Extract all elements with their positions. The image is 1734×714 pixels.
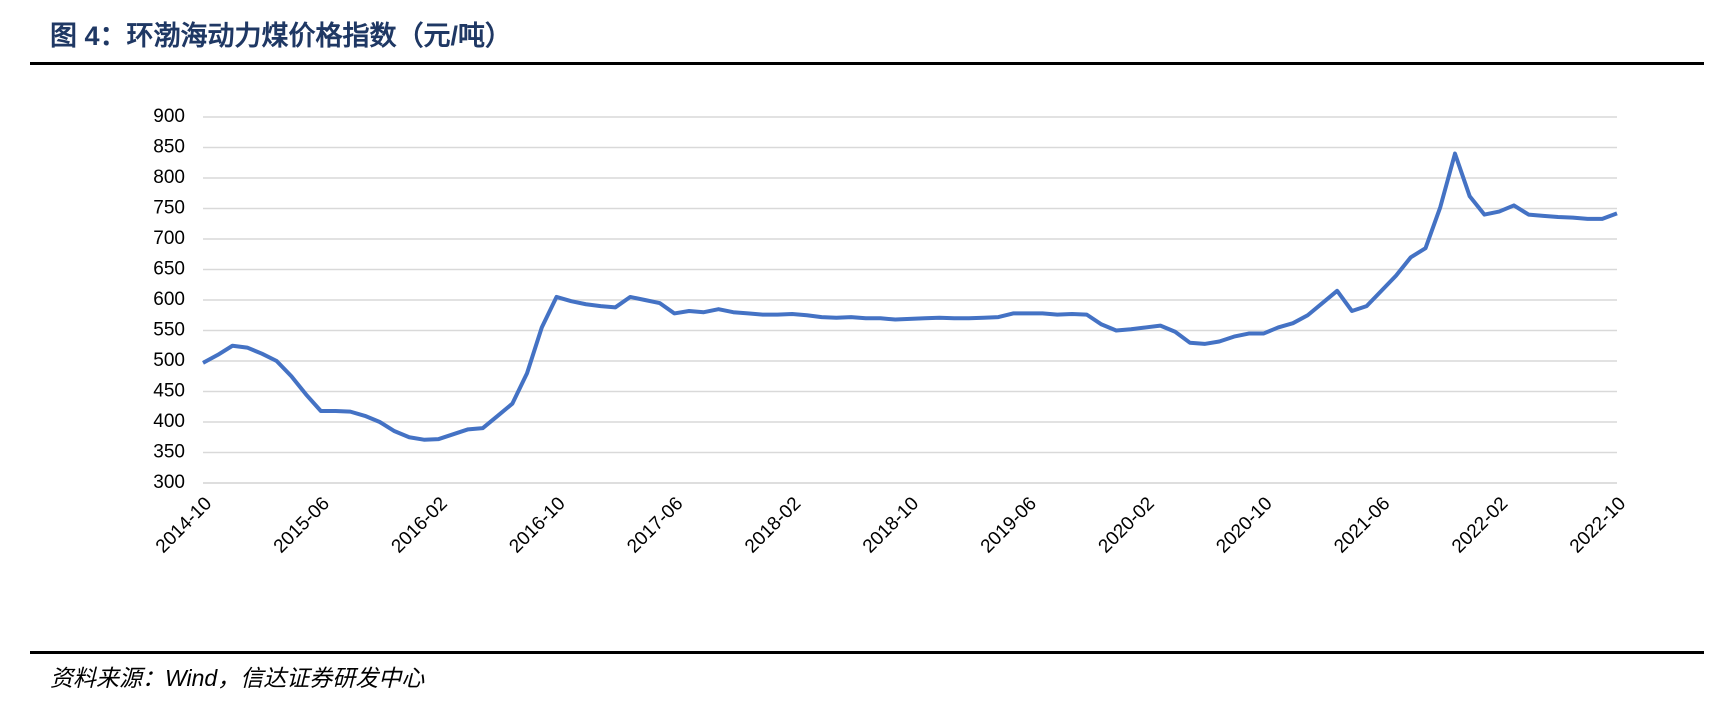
y-tick-label: 600 [153, 289, 185, 310]
x-tick-label: 2022-10 [1566, 493, 1630, 557]
y-tick-label: 400 [153, 411, 185, 432]
x-tick-label: 2020-02 [1095, 493, 1159, 557]
y-tick-label: 450 [153, 381, 185, 402]
source-note: 资料来源：Wind，信达证券研发中心 [50, 665, 425, 691]
y-tick-label: 800 [153, 167, 185, 188]
x-tick-label: 2017-06 [623, 493, 687, 557]
x-tick-label: 2018-10 [859, 493, 923, 557]
x-tick-label: 2022-02 [1448, 493, 1512, 557]
header-rule [30, 62, 1704, 65]
y-tick-label: 900 [153, 106, 185, 127]
plot-area: 300 350 400 450 500 550 600 650 700 750 800 850 900 2… [152, 106, 1630, 557]
y-tick-label: 350 [153, 442, 185, 463]
x-tick-label: 2021-06 [1330, 493, 1394, 557]
x-tick-label: 2018-02 [741, 493, 805, 557]
figure-title: 图 4：环渤海动力煤价格指数（元/吨） [50, 21, 512, 51]
price-line [202, 151, 1618, 442]
x-tick-label: 2014-10 [152, 493, 216, 557]
y-tick-label: 750 [153, 198, 185, 219]
x-tick-label: 2016-02 [388, 493, 452, 557]
y-tick-label: 850 [153, 137, 185, 158]
footer-rule [30, 651, 1704, 654]
y-tick-label: 700 [153, 228, 185, 249]
x-tick-label: 2015-06 [270, 493, 334, 557]
y-tick-label: 550 [153, 320, 185, 341]
x-tick-label: 2019-06 [977, 493, 1041, 557]
x-tick-label: 2016-10 [505, 493, 569, 557]
x-tick-label: 2020-10 [1212, 493, 1276, 557]
y-tick-label: 300 [153, 472, 185, 493]
y-tick-label: 650 [153, 259, 185, 280]
y-tick-label: 500 [153, 350, 185, 371]
